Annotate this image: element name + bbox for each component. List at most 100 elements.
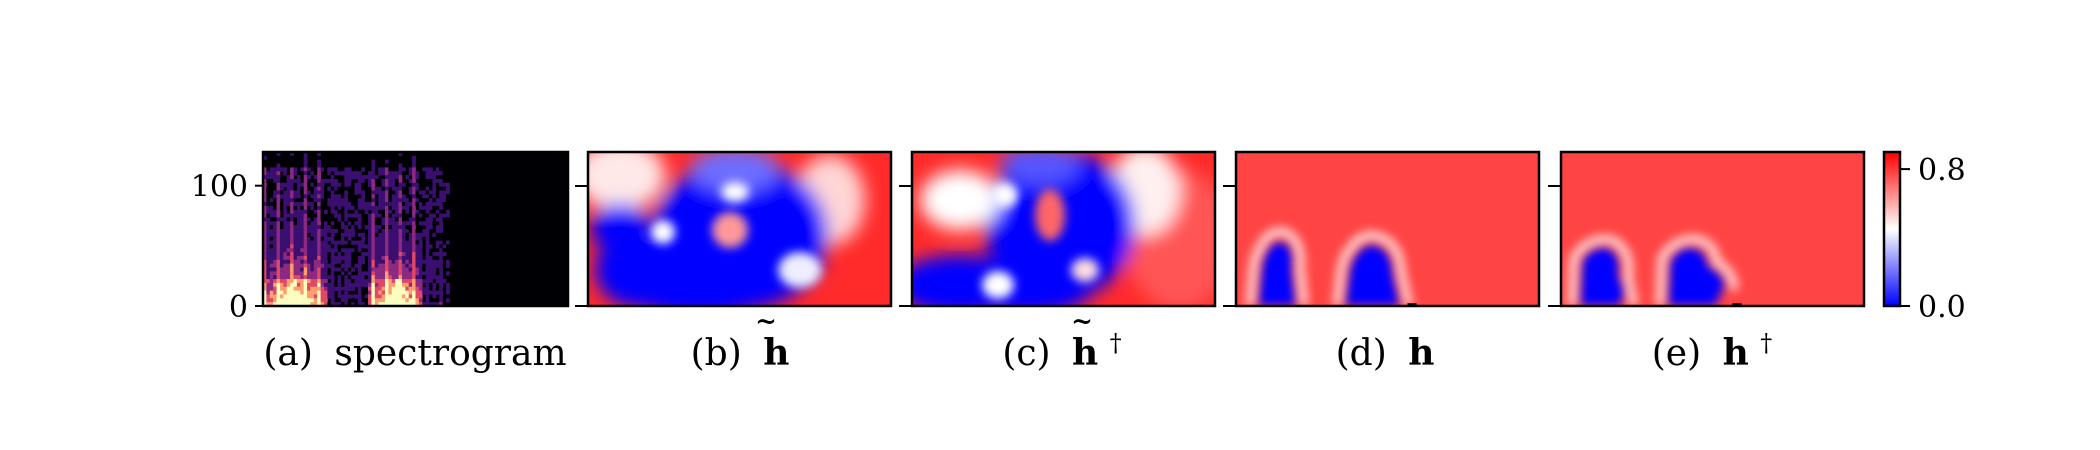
spectrogram-cell [374,213,379,218]
spectrogram-cell [412,294,416,299]
spectrogram-cell [293,255,298,261]
spectrogram-cell [391,282,396,288]
spectrogram-cell [388,175,393,180]
spectrogram-cell [276,244,281,249]
caption-c-symbol: h [1072,332,1098,374]
spectrogram-cell [357,279,362,284]
spectrogram-cell [405,263,410,268]
spectrogram-cell [432,209,437,214]
spectrogram-cell [351,302,355,306]
spectrogram-cell [340,279,345,284]
spectrogram-cell [405,198,410,203]
spectrogram-cell [425,221,430,226]
spectrogram-cell [442,209,447,214]
spectrogram-cell [439,209,444,214]
spectrogram-cell [408,221,413,226]
spectrogram-cell [418,298,423,303]
spectrogram-cell [283,178,288,184]
spectrogram-cell [391,171,396,176]
spectrogram-cell [320,229,325,234]
spectrogram-cell [269,248,274,253]
spectrogram-cell [354,182,359,188]
spectrogram-cell [439,279,444,284]
spectrogram-cell [412,198,416,203]
spectrogram-cell [269,279,274,284]
spectrogram-cell [388,213,393,218]
spectrogram-cell [344,229,349,234]
caption-d-accent: ¯ [1405,299,1420,334]
spectrogram-cell [266,225,271,230]
spectrogram-cell [422,171,427,176]
spectrogram-cell [303,182,308,188]
spectrogram-cell [279,282,284,288]
spectrogram-cell [378,275,383,280]
spectrogram-cell [378,221,383,226]
spectrogram-cell [415,252,420,257]
spectrogram-cell [398,202,403,207]
spectrogram-cell [432,175,437,180]
spectrogram-cell [283,167,288,172]
spectrogram-cell [327,175,332,180]
spectrogram-cell [374,175,379,180]
spectrogram-cell [374,178,379,184]
spectrogram-cell [435,175,440,180]
spectrogram-cell [300,229,305,234]
spectrogram-cell [364,198,369,203]
spectrogram-cell [357,209,362,214]
spectrogram-cell [300,244,305,249]
spectrogram-cell [337,263,342,268]
spectrogram-cell [391,286,396,291]
spectrogram-cell [307,255,311,261]
spectrogram-cell [273,229,277,234]
spectrogram-cell [296,175,301,180]
spectrogram-cell [330,248,335,253]
spectrogram-cell [446,209,450,214]
spectrogram-cell [398,259,403,265]
spectrogram-cell [283,236,288,241]
spectrogram-cell [293,217,298,222]
spectrogram-cell [385,282,389,288]
spectrogram-cell [351,217,355,222]
spectrogram-cell [418,221,423,226]
spectrogram-cell [276,282,281,288]
spectrogram-cell [385,182,389,188]
spectrogram-cell [283,263,288,268]
spectrogram-cell [263,205,267,211]
spectrogram-cell [340,302,345,306]
spectrogram-cell [317,248,322,253]
spectrogram-cell [391,217,396,222]
spectrogram-cell [385,298,389,303]
spectrogram-cell [296,271,301,276]
spectrogram-cell [439,244,444,249]
spectrogram-cell [337,205,342,211]
spectrogram-cell [300,248,305,253]
spectrogram-cell [401,271,406,276]
spectrogram-cell [391,263,396,268]
spectrogram-cell [405,217,410,222]
spectrogram-cell [324,194,328,199]
spectrogram-cell [269,286,274,291]
spectrogram-cell [432,202,437,207]
spectrogram-cell [398,298,403,303]
spectrogram-cell [269,252,274,257]
spectrogram-cell [263,182,267,188]
spectrogram-cell [371,182,376,188]
spectrogram-cell [290,163,294,168]
spectrogram-cell [371,225,376,230]
spectrogram-cell [347,240,352,245]
spectrogram-cell [276,298,281,303]
spectrogram-cell [347,182,352,188]
spectrogram-cell [439,225,444,230]
spectrogram-cell [310,213,315,218]
spectrogram-cell [310,182,315,188]
spectrogram-cell [432,302,437,306]
spectrogram-cell [446,271,450,276]
spectrogram-cell [357,259,362,265]
spectrogram-cell [347,229,352,234]
spectrogram-cell [300,217,305,222]
spectrogram-cell [368,275,372,280]
spectrogram-cell [263,198,267,203]
spectrogram-cell [351,248,355,253]
spectrogram-cell [439,290,444,295]
spectrogram-cell [303,171,308,176]
